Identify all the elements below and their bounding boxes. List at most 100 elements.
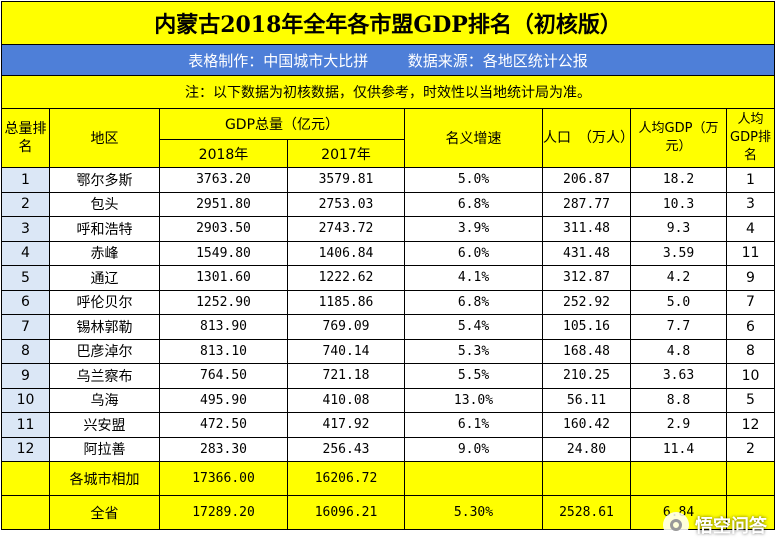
header-rank: 总量排名: [1, 108, 50, 168]
row-gdp-2018: 1252.90: [159, 289, 288, 315]
sum-row-2017: 16206.72: [287, 461, 405, 496]
row-per-capita: 7.7: [630, 314, 727, 340]
row-per-capita-rank: 4: [725, 216, 775, 242]
row-gdp-2018: 813.10: [159, 338, 288, 364]
sum-row-label: 各城市相加: [49, 461, 160, 496]
row-region: 兴安盟: [49, 412, 160, 438]
table-row: 3 呼和浩特 2903.50 2743.72 3.9% 311.48 9.3 4: [1, 216, 775, 242]
row-per-capita-rank: 5: [725, 387, 775, 413]
row-per-capita-rank: 8: [725, 338, 775, 364]
row-region: 阿拉善: [49, 436, 160, 462]
row-growth: 6.1%: [404, 412, 543, 438]
header-per-capita: 人均GDP（万元）: [630, 108, 727, 168]
row-population: 56.11: [542, 387, 631, 413]
header-population: 人口 （万人）: [542, 108, 631, 168]
total-row-2017: 16096.21: [287, 495, 405, 530]
total-row-rank: [1, 495, 50, 530]
row-population: 160.42: [542, 412, 631, 438]
row-per-capita: 9.3: [630, 216, 727, 242]
row-growth: 6.8%: [404, 191, 543, 217]
row-gdp-2017: 1185.86: [287, 289, 405, 315]
row-gdp-2018: 2951.80: [159, 191, 288, 217]
row-gdp-2017: 740.14: [287, 338, 405, 364]
row-per-capita-rank: 9: [725, 265, 775, 291]
row-per-capita: 3.63: [630, 363, 727, 389]
credits-bar: 表格制作：中国城市大比拼 数据来源：各地区统计公报: [0, 44, 775, 76]
sum-row-2018: 17366.00: [159, 461, 288, 496]
total-row-pop: 2528.61: [542, 495, 631, 530]
table-row: 1 鄂尔多斯 3763.20 3579.81 5.0% 206.87 18.2 1: [1, 167, 775, 193]
row-rank: 2: [1, 191, 50, 217]
row-region: 呼和浩特: [49, 216, 160, 242]
table-row: 5 通辽 1301.60 1222.62 4.1% 312.87 4.2 9: [1, 265, 775, 291]
row-gdp-2017: 417.92: [287, 412, 405, 438]
row-per-capita-rank: 2: [725, 436, 775, 462]
sum-row-growth: [404, 461, 543, 496]
row-growth: 4.1%: [404, 265, 543, 291]
total-row: 全省 17289.20 16096.21 5.30% 2528.61 6.84: [1, 495, 775, 530]
row-population: 287.77: [542, 191, 631, 217]
watermark-text: 悟空问答: [695, 516, 767, 537]
row-gdp-2017: 256.43: [287, 436, 405, 462]
page-title: 内蒙古2018年全年各市盟GDP排名（初核版）: [0, 1, 775, 45]
total-row-growth: 5.30%: [404, 495, 543, 530]
row-region: 巴彦淖尔: [49, 338, 160, 364]
row-gdp-2018: 1301.60: [159, 265, 288, 291]
sum-row: 各城市相加 17366.00 16206.72: [1, 461, 775, 496]
row-gdp-2018: 2903.50: [159, 216, 288, 242]
row-region: 包头: [49, 191, 160, 217]
row-population: 311.48: [542, 216, 631, 242]
row-rank: 3: [1, 216, 50, 242]
row-region: 通辽: [49, 265, 160, 291]
row-growth: 6.0%: [404, 240, 543, 266]
row-rank: 8: [1, 338, 50, 364]
row-gdp-2018: 283.30: [159, 436, 288, 462]
table-row: 12 阿拉善 283.30 256.43 9.0% 24.80 11.4 2: [1, 436, 775, 462]
sum-row-pop: [542, 461, 631, 496]
row-rank: 7: [1, 314, 50, 340]
row-per-capita: 18.2: [630, 167, 727, 193]
credits-made-by: 表格制作：中国城市大比拼: [188, 51, 369, 70]
row-gdp-2017: 3579.81: [287, 167, 405, 193]
row-rank: 5: [1, 265, 50, 291]
row-per-capita-rank: 6: [725, 314, 775, 340]
row-population: 168.48: [542, 338, 631, 364]
row-gdp-2017: 2753.03: [287, 191, 405, 217]
header-growth: 名义增速: [404, 108, 543, 168]
total-row-2018: 17289.20: [159, 495, 288, 530]
row-rank: 12: [1, 436, 50, 462]
row-per-capita: 8.8: [630, 387, 727, 413]
table-row: 10 乌海 495.90 410.08 13.0% 56.11 8.8 5: [1, 387, 775, 413]
header-region: 地区: [49, 108, 160, 168]
row-population: 206.87: [542, 167, 631, 193]
row-per-capita-rank: 7: [725, 289, 775, 315]
table-row: 11 兴安盟 472.50 417.92 6.1% 160.42 2.9 12: [1, 412, 775, 438]
row-population: 210.25: [542, 363, 631, 389]
credits-source: 数据来源：各地区统计公报: [407, 51, 588, 70]
row-rank: 11: [1, 412, 50, 438]
row-per-capita-rank: 10: [725, 363, 775, 389]
row-rank: 9: [1, 363, 50, 389]
gdp-table: 内蒙古2018年全年各市盟GDP排名（初核版） 表格制作：中国城市大比拼 数据来…: [0, 1, 775, 530]
header-2017: 2017年: [287, 139, 405, 168]
row-growth: 3.9%: [404, 216, 543, 242]
row-gdp-2018: 813.90: [159, 314, 288, 340]
row-growth: 13.0%: [404, 387, 543, 413]
row-gdp-2018: 495.90: [159, 387, 288, 413]
row-per-capita: 5.0: [630, 289, 727, 315]
row-growth: 5.5%: [404, 363, 543, 389]
watermark: 悟空问答: [663, 512, 767, 538]
row-population: 105.16: [542, 314, 631, 340]
row-growth: 5.3%: [404, 338, 543, 364]
row-per-capita: 4.8: [630, 338, 727, 364]
row-gdp-2018: 1549.80: [159, 240, 288, 266]
row-per-capita: 3.59: [630, 240, 727, 266]
row-rank: 1: [1, 167, 50, 193]
row-gdp-2017: 769.09: [287, 314, 405, 340]
row-population: 252.92: [542, 289, 631, 315]
wukong-logo-icon: [663, 512, 689, 538]
row-growth: 5.4%: [404, 314, 543, 340]
total-row-pcr: [725, 495, 775, 530]
row-per-capita: 2.9: [630, 412, 727, 438]
